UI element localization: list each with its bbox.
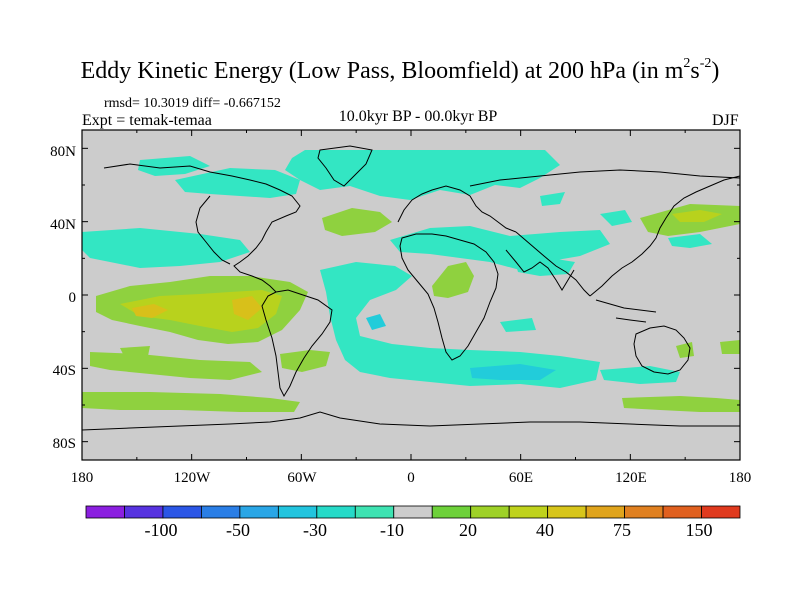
stats-label: rmsd= 10.3019 diff= -0.667152 [104, 96, 281, 111]
colorbar-swatch [393, 505, 433, 519]
x-tick-label-0: 0 [407, 470, 415, 486]
colorbar-swatch [431, 505, 472, 519]
colorbar-label-neg50: -50 [226, 520, 250, 540]
colorbar-swatch [162, 505, 202, 519]
coast-arabia-india [505, 249, 575, 291]
contour-region-siberia-cyan [540, 192, 565, 206]
coast-antarctica [82, 411, 740, 431]
title-sup-neg2: -2 [699, 56, 712, 71]
contour-region-arctic [285, 150, 560, 200]
colorbar-swatch [124, 505, 164, 519]
colorbar-swatch [316, 505, 356, 519]
contour-region-pacific-warm-east [720, 340, 740, 354]
coast-australia [633, 325, 691, 375]
colorbar-swatch [662, 505, 702, 519]
map-plot-area [82, 130, 740, 460]
coast-greenland [317, 145, 373, 187]
title-sup-2: 2 [683, 56, 691, 71]
contour-region-japan-jet-core [672, 210, 722, 222]
contour-region-sahara [515, 258, 575, 276]
chart-title: Eddy Kinetic Energy (Low Pass, Bloomfiel… [0, 56, 800, 85]
colorbar-swatch [701, 505, 741, 519]
period-label: 10.0kyr BP - 00.0kyr BP [338, 108, 498, 125]
colorbar-label-neg100: -100 [144, 520, 178, 540]
colorbar-swatch [239, 505, 279, 519]
coast-indonesia [595, 299, 657, 323]
contour-region-nw-pacific [138, 156, 210, 176]
contour-region-n-atlantic-warm [322, 208, 392, 236]
coast-north-america [103, 163, 301, 293]
colorbar-swatch [624, 505, 664, 519]
y-tick-label-40n: 40N [50, 217, 76, 233]
colorbar-swatch [585, 505, 625, 519]
colorbar-swatch [547, 505, 587, 519]
contour-region-s-ocean-band [82, 392, 300, 412]
y-tick-label-40s: 40S [52, 363, 76, 379]
coast-south-america [261, 289, 333, 398]
contour-region-africa-warm [432, 262, 474, 298]
contour-region-japan-cyan [668, 234, 712, 248]
contour-region-indonesia-cyan [500, 318, 536, 332]
season-label: DJF [712, 112, 739, 129]
contour-region-tropical-pacific-core-e [232, 296, 262, 320]
x-tick-label-180e: 180 [728, 470, 752, 486]
contour-region-tropical-pacific-core-w [132, 304, 168, 318]
colorbar-swatch [470, 505, 510, 519]
colorbar-swatch [354, 505, 395, 519]
contour-region-s-ocean-east [622, 396, 740, 412]
contour-region-s-atlantic [320, 262, 600, 388]
title-close: ) [711, 58, 720, 84]
contour-region-indian-mid [470, 364, 556, 380]
colorbar-swatch [277, 505, 318, 519]
colorbar-swatch [508, 505, 549, 519]
title-s: s [690, 58, 700, 84]
axis-ticks [81, 130, 741, 460]
colorbar-swatch [201, 505, 241, 519]
colorbar [85, 505, 741, 519]
x-tick-label-120w: 120W [173, 470, 211, 486]
contour-region-s-pacific-warm [90, 352, 262, 380]
y-tick-label-eq: 0 [68, 290, 77, 306]
colorbar-label-40: 40 [536, 520, 554, 540]
experiment-label: Expt = temak-temaa [82, 112, 212, 129]
x-tick-label-60e: 60E [508, 470, 534, 486]
coast-europe [397, 185, 517, 233]
coastlines [82, 145, 740, 431]
y-tick-label-80n: 80N [50, 144, 76, 160]
title-main: Eddy Kinetic Energy (Low Pass, Bloomfiel… [80, 58, 684, 84]
colorbar-label-75: 75 [613, 520, 631, 540]
colorbar-label-150: 150 [685, 520, 713, 540]
x-tick-label-180w: 180 [70, 470, 94, 486]
coast-asia [469, 169, 740, 297]
x-tick-label-120e: 120E [615, 470, 647, 486]
contour-region-s-america-warm [280, 350, 330, 372]
colorbar-swatch [85, 505, 125, 519]
colorbar-label-neg30: -30 [303, 520, 327, 540]
contour-region-canada [175, 168, 300, 198]
colorbar-label-20: 20 [459, 520, 477, 540]
y-tick-label-80s: 80S [52, 436, 76, 452]
contour-region-s-indian-cyan [600, 366, 680, 384]
contour-region-s-atlantic-mid [366, 314, 386, 330]
x-tick-label-60w: 60W [287, 470, 317, 486]
coast-africa [399, 233, 499, 361]
contour-region-n-pacific [82, 228, 250, 268]
contour-region-asia-cyan [600, 210, 632, 226]
colorbar-label-neg10: -10 [380, 520, 404, 540]
